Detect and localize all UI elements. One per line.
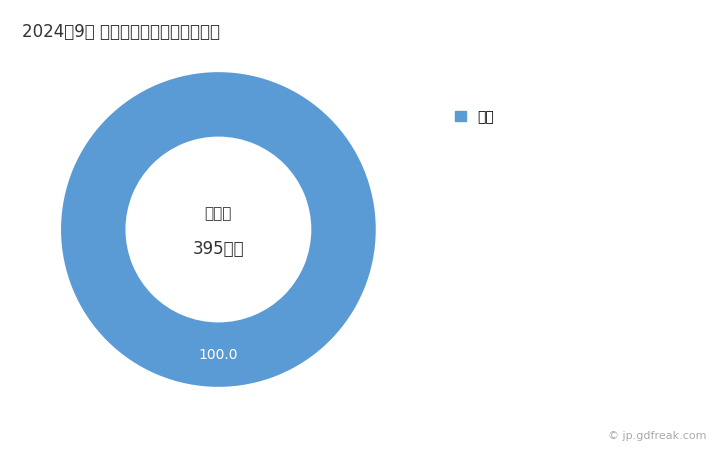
Text: 2024年9月 輸出相手国のシェア（％）: 2024年9月 輸出相手国のシェア（％） (22, 22, 220, 40)
Text: 100.0: 100.0 (199, 348, 238, 362)
Text: 395万円: 395万円 (193, 239, 244, 257)
Text: 総　額: 総 額 (205, 206, 232, 221)
Legend: 韓国: 韓国 (455, 110, 494, 124)
Wedge shape (60, 71, 377, 388)
Text: © jp.gdfreak.com: © jp.gdfreak.com (608, 431, 706, 441)
